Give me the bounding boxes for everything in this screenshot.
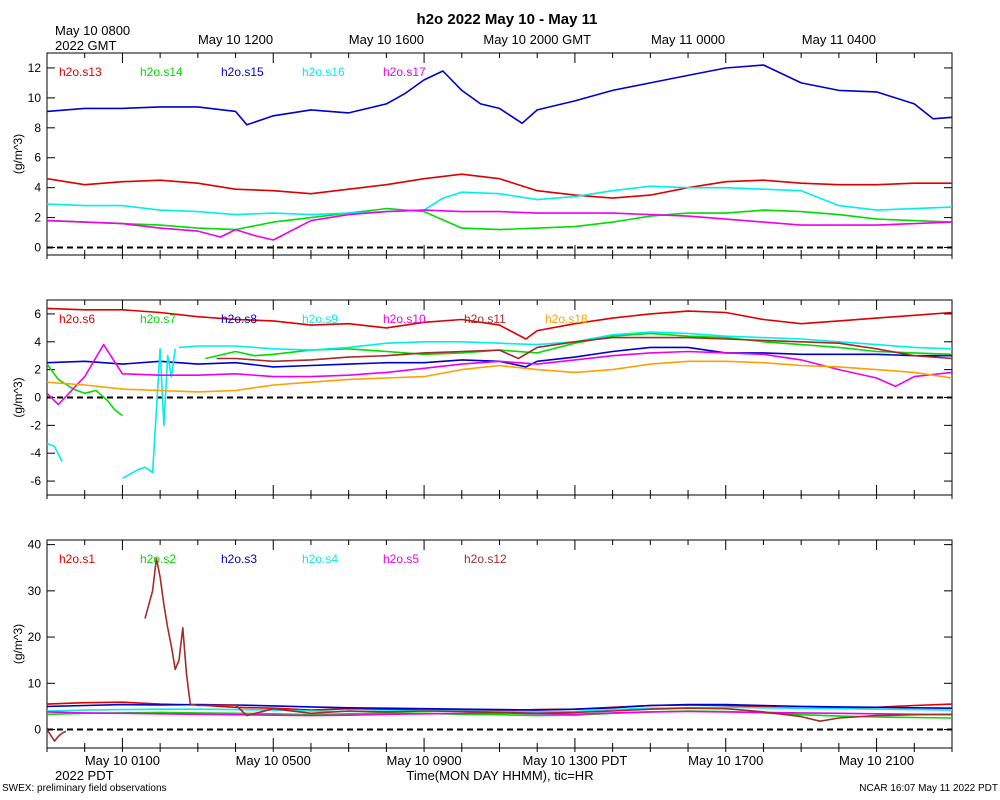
top-panel: 0 2 4 6 8 10 12 (g/m^3) h2o.s13 h2o.s14 h2o.s15 h2o… [11, 52, 953, 259]
series-line-h2o.s12 [47, 557, 952, 742]
y-tick-label: 30 [28, 584, 42, 598]
y-tick-label: 2 [34, 211, 41, 225]
y-tick-label: -6 [30, 474, 41, 488]
legend-entry-h2o.s16: h2o.s16 [302, 65, 345, 79]
middle-panel: -6 -4 -2 0 2 4 6 (g/m^3) h2o.s6 h2o.s7 h2o.s8 h2o.s… [11, 299, 953, 499]
series-line-h2o.s2 [47, 710, 952, 719]
series-line-h2o.s7 [47, 332, 952, 417]
bottom-axis-first-sublabel: 2022 PDT [55, 768, 114, 783]
legend-entry-h2o.s13: h2o.s13 [59, 65, 102, 79]
series-line-h2o.s18 [47, 360, 952, 393]
legend-entry-h2o.s6: h2o.s6 [59, 312, 95, 326]
top-axis-first-sublabel: 2022 GMT [55, 38, 116, 53]
footer-right-note: NCAR 16:07 May 11 2022 PDT [859, 783, 998, 794]
bottom-axis-tick-label: May 10 1700 [688, 753, 763, 768]
y-tick-label: 0 [34, 723, 41, 737]
series-line-h2o.s9 [47, 331, 952, 480]
legend-entry-h2o.s12: h2o.s12 [464, 552, 507, 566]
y-tick-label: -4 [30, 446, 41, 460]
legend-entry-h2o.s1: h2o.s1 [59, 552, 95, 566]
top-axis-tick-label: May 10 2000 GMT [483, 32, 591, 47]
y-tick-label: 0 [34, 241, 41, 255]
y-axis-label: (g/m^3) [11, 377, 25, 417]
y-tick-label: 40 [28, 538, 42, 552]
series-line-h2o.s11 [216, 336, 952, 363]
top-axis-tick-label: May 10 1600 [349, 32, 424, 47]
x-axis-label: Time(MON DAY HHMM), tic=HR [406, 768, 593, 783]
bottom-axis-tick-label: May 10 1300 PDT [523, 753, 628, 768]
legend-entry-h2o.s2: h2o.s2 [140, 552, 176, 566]
bottom-panel: 0 10 20 30 40 (g/m^3) h2o.s1 h2o.s2 h2o.s3 h2o.s4… [11, 538, 953, 752]
y-tick-label: 4 [34, 335, 41, 349]
chart-title: h2o 2022 May 10 - May 11 [417, 11, 598, 28]
y-tick-label: 10 [28, 676, 42, 690]
series-line-h2o.s10 [47, 343, 952, 406]
legend-entry-h2o.s5: h2o.s5 [383, 552, 419, 566]
legend-entry-h2o.s9: h2o.s9 [302, 312, 338, 326]
bottom-axis-tick-label: May 10 0500 [236, 753, 311, 768]
y-axis-label: (g/m^3) [11, 134, 25, 174]
y-tick-label: 6 [34, 307, 41, 321]
legend-entry-h2o.s7: h2o.s7 [140, 312, 176, 326]
y-tick-label: -2 [30, 418, 41, 432]
legend-entry-h2o.s15: h2o.s15 [221, 65, 264, 79]
series-line-h2o.s16 [47, 185, 952, 216]
top-axis-tick-label: May 10 1200 [198, 32, 273, 47]
bottom-axis-tick-label: May 10 0100 [85, 753, 160, 768]
series-line-h2o.s8 [47, 346, 952, 368]
legend-entry-h2o.s3: h2o.s3 [221, 552, 257, 566]
legend-entry-h2o.s17: h2o.s17 [383, 65, 426, 79]
series-line-h2o.s3 [47, 703, 952, 711]
series-line-h2o.s14 [47, 207, 952, 231]
series-line-h2o.s4 [47, 706, 952, 713]
footer-left-note: SWEX: preliminary field observations [2, 783, 167, 794]
top-axis-first-label: May 10 0800 [55, 23, 130, 38]
y-axis-label: (g/m^3) [11, 624, 25, 664]
bottom-axis-tick-label: May 10 0900 [386, 753, 461, 768]
legend-entry-h2o.s10: h2o.s10 [383, 312, 426, 326]
bottom-axis-tick-label: May 10 2100 [839, 753, 914, 768]
y-tick-label: 2 [34, 363, 41, 377]
series-line-h2o.s6 [47, 307, 952, 340]
y-tick-label: 10 [28, 91, 42, 105]
y-tick-label: 8 [34, 121, 41, 135]
series-line-h2o.s13 [47, 173, 952, 199]
bottom-panel-frame [46, 539, 953, 749]
legend-entry-h2o.s11: h2o.s11 [464, 312, 506, 326]
legend-entry-h2o.s8: h2o.s8 [221, 312, 257, 326]
legend-entry-h2o.s18: h2o.s18 [545, 312, 588, 326]
top-axis-tick-label: May 11 0000 [651, 32, 725, 47]
y-tick-label: 0 [34, 391, 41, 405]
y-tick-label: 12 [28, 61, 42, 75]
series-line-h2o.s17 [47, 209, 952, 241]
y-tick-label: 6 [34, 151, 41, 165]
series-line-h2o.s15 [47, 64, 952, 126]
legend-entry-h2o.s4: h2o.s4 [302, 552, 338, 566]
legend-entry-h2o.s14: h2o.s14 [140, 65, 183, 79]
y-tick-label: 4 [34, 181, 41, 195]
top-axis-tick-label: May 11 0400 [802, 32, 876, 47]
y-tick-label: 20 [28, 630, 42, 644]
